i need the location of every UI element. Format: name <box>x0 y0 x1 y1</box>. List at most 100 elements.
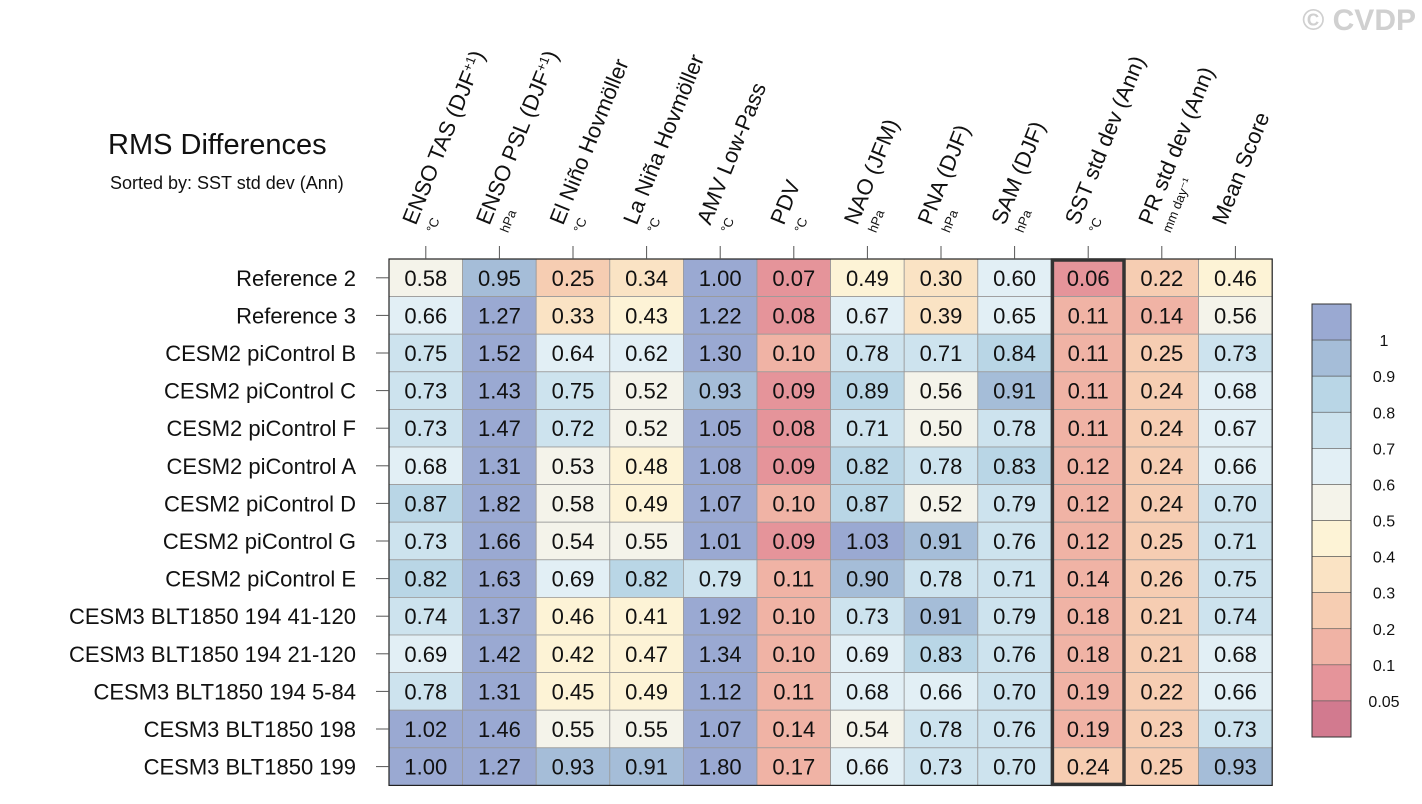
cell-value-label: 0.79 <box>993 491 1036 516</box>
heatmap-cell <box>683 521 758 561</box>
cell-value-label: 1.03 <box>846 529 889 554</box>
colorbar-segment <box>1311 339 1352 377</box>
heatmap-cell <box>977 446 1052 485</box>
heatmap-cell <box>830 672 905 711</box>
cell-value-label: 0.34 <box>625 266 668 291</box>
colorbar-segment <box>1311 700 1352 738</box>
heatmap-cell <box>609 333 684 373</box>
heatmap-cell <box>756 296 831 335</box>
cell-value-label: 0.93 <box>552 755 595 780</box>
cell-value-label: 0.30 <box>920 266 963 291</box>
heatmap-cell <box>683 296 758 335</box>
heatmap-cell <box>683 371 758 410</box>
colorbar-segment <box>1311 411 1352 449</box>
colorbar-segment <box>1311 556 1352 593</box>
cell-value-label: 0.66 <box>1214 679 1257 704</box>
cell-value-label: 1.27 <box>478 303 521 328</box>
heatmap-cell <box>388 672 463 711</box>
heatmap-cell <box>462 484 537 523</box>
row-label: CESM2 piControl G <box>163 529 356 554</box>
heatmap-cell <box>756 672 831 711</box>
column-label-group: SAM (DJF)hPa <box>986 118 1050 235</box>
row-label: CESM3 BLT1850 198 <box>144 717 356 742</box>
cell-value-label: 0.71 <box>920 341 963 366</box>
cell-value-label: 0.14 <box>1067 567 1110 592</box>
cell-value-label: 0.42 <box>552 642 595 667</box>
cell-value-label: 0.46 <box>1214 266 1257 291</box>
cell-value-label: 1.52 <box>478 341 521 366</box>
heatmap-cell <box>683 408 758 448</box>
heatmap-cell <box>756 408 831 448</box>
colorbar-tick-label: 0.4 <box>1373 550 1395 567</box>
heatmap-cell <box>756 634 831 673</box>
cell-value-label: 0.06 <box>1067 266 1110 291</box>
cell-value-label: 0.11 <box>773 567 814 592</box>
cell-value-label: 0.50 <box>920 416 963 441</box>
cell-value-label: 0.71 <box>1214 529 1257 554</box>
heatmap-cell <box>903 521 979 561</box>
cell-value-label: 0.49 <box>625 491 668 516</box>
heatmap-cell <box>977 333 1052 373</box>
heatmap-cell <box>1124 408 1199 448</box>
heatmap-cell <box>903 634 979 673</box>
heatmap-cell <box>535 747 611 786</box>
column-unit-label: °C <box>1086 215 1105 234</box>
heatmap-cell <box>977 709 1052 749</box>
heatmap-cell <box>609 408 684 448</box>
row-label: Reference 3 <box>236 303 356 328</box>
cell-value-label: 0.93 <box>699 379 742 404</box>
heatmap-cell <box>1051 333 1126 373</box>
heatmap-cell <box>756 484 831 523</box>
cell-value-label: 1.31 <box>478 454 521 479</box>
cell-value-label: 0.25 <box>552 266 595 291</box>
row-label: CESM2 piControl B <box>165 341 356 366</box>
cell-value-label: 0.11 <box>1068 303 1109 328</box>
sorted-column-highlight <box>1050 258 1126 787</box>
cell-value-label: 0.41 <box>625 604 668 629</box>
column-unit-label: °C <box>791 215 810 234</box>
heatmap-cell <box>462 446 537 485</box>
heatmap-cell <box>462 371 537 410</box>
cell-value-label: 0.19 <box>1067 717 1110 742</box>
cell-value-label: 0.10 <box>772 491 815 516</box>
cell-value-label: 0.78 <box>920 717 963 742</box>
heatmap-cell <box>903 597 979 636</box>
cell-value-label: 0.55 <box>625 529 668 554</box>
heatmap-cell <box>609 597 684 636</box>
column-unit-label: °C <box>718 215 737 234</box>
heatmap-cell <box>1124 521 1199 561</box>
cell-value-label: 0.43 <box>625 303 668 328</box>
heatmap-cell <box>609 559 684 598</box>
cell-value-label: 1.92 <box>699 604 742 629</box>
heatmap-cell <box>683 559 758 598</box>
cell-value-label: 0.52 <box>920 491 963 516</box>
cell-value-label: 1.07 <box>699 717 742 742</box>
heatmap-cell <box>756 446 831 485</box>
cell-value-label: 0.73 <box>404 529 447 554</box>
heatmap-cell <box>830 597 905 636</box>
colorbar-tick-label: 0.6 <box>1373 477 1395 494</box>
column-unit-label: °C <box>570 215 589 234</box>
heatmap-cell <box>609 521 684 561</box>
cell-value-label: 0.24 <box>1067 755 1110 780</box>
cell-value-label: 0.12 <box>1067 454 1110 479</box>
heatmap-cell <box>756 709 831 749</box>
cell-value-label: 0.55 <box>625 717 668 742</box>
colorbar-tick-label: 0.8 <box>1373 405 1395 422</box>
cell-value-label: 1.42 <box>478 642 521 667</box>
heatmap-cell <box>830 709 905 749</box>
cell-value-label: 0.84 <box>993 341 1036 366</box>
cell-value-label: 0.68 <box>1214 379 1257 404</box>
cell-value-label: 0.54 <box>552 529 595 554</box>
heatmap-cell <box>462 709 537 749</box>
cell-value-label: 0.12 <box>1067 491 1110 516</box>
cell-value-label: 0.08 <box>772 416 815 441</box>
cell-value-label: 0.24 <box>1140 379 1183 404</box>
cell-value-label: 0.75 <box>404 341 447 366</box>
cell-value-label: 0.64 <box>552 341 595 366</box>
heatmap-cell <box>388 408 463 448</box>
cell-value-label: 0.82 <box>846 454 889 479</box>
cell-value-label: 1.80 <box>699 755 742 780</box>
watermark: © CVDP <box>1302 4 1416 37</box>
colorbar-tick-label: 0.2 <box>1373 622 1395 639</box>
